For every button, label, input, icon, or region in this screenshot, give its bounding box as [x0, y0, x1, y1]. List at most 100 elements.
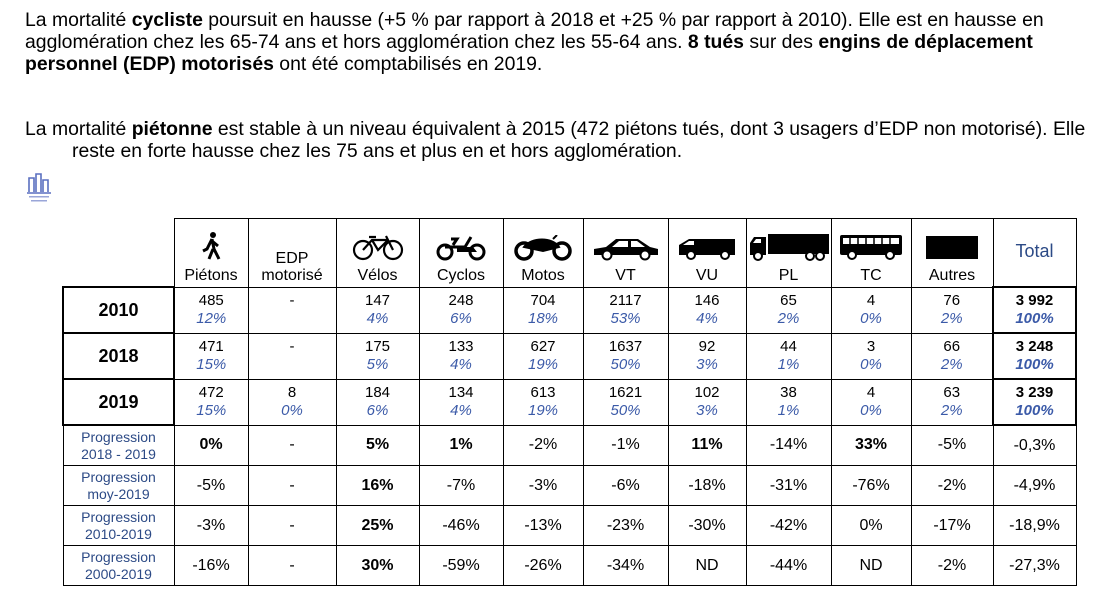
cell: - [247, 465, 337, 506]
count: 471 [198, 338, 224, 355]
text-run: engins de déplacement personnel (EDP) mo… [25, 31, 1033, 75]
cell: 133 4% [418, 332, 504, 380]
text-run: sur des [743, 31, 819, 53]
column-header: PL [745, 218, 832, 288]
row-label-line: 2000-2019 [85, 565, 152, 582]
share: 0% [860, 402, 882, 419]
cell: -14% [745, 424, 832, 466]
row-label: 2019 [62, 378, 175, 426]
share: 4% [366, 310, 389, 327]
column-header: Vélos [335, 218, 420, 288]
cell: 4 0% [830, 378, 912, 426]
vehicle-icon [337, 235, 419, 265]
row-label: Progression 2010-2019 [62, 505, 175, 546]
column-header: TC [830, 218, 912, 288]
count: 613 [530, 384, 556, 401]
count: 2117 [609, 292, 642, 309]
count: 133 [448, 338, 474, 355]
share: 0% [860, 356, 882, 373]
share: 3% [696, 356, 718, 373]
row-label: Progression 2000-2019 [62, 545, 175, 586]
progression-row: Progression 2010-2019 -3% -25% -46% -13% -23% -… [62, 505, 1077, 546]
share: 6% [450, 310, 472, 327]
cell: -3% [173, 505, 249, 546]
column-header: Motos [502, 218, 584, 288]
cell: -18% [667, 465, 747, 506]
cell: -16% [173, 545, 249, 586]
header-row: Piétons EDP motorisé Vélos Cyclos Motos VT VU P… [63, 218, 1077, 288]
share: 5% [366, 356, 389, 373]
text-run: piétonne [131, 118, 213, 140]
cell: 38 1% [745, 378, 832, 426]
column-header: Total [992, 218, 1077, 288]
share: 15% [196, 402, 227, 419]
row-label-line: Progression [81, 428, 156, 445]
cell: 3 992 100% [992, 286, 1077, 334]
cell: 1621 50% [582, 378, 669, 426]
row-label: Progression 2018 - 2019 [62, 424, 175, 466]
cell: 33% [830, 424, 912, 466]
count: 1621 [608, 384, 643, 401]
cell: 134 4% [418, 378, 504, 426]
progression-row: Progression 2000-2019 -16% -30% -59% -26% -34%… [62, 545, 1077, 586]
count: 1637 [608, 338, 643, 355]
row-label-line: 2010-2019 [85, 525, 152, 542]
vehicle-icon [504, 233, 583, 265]
count: 248 [448, 292, 474, 309]
year-row: 2019 472 15% 8 0% 184 6% 134 4% 613 19% 1621 50% 102 3… [62, 378, 1077, 426]
count: 147 [364, 292, 391, 309]
column-label: VT [615, 266, 636, 284]
cell: 102 3% [667, 378, 747, 426]
row-label: 2018 [62, 332, 175, 380]
column-label: PL [778, 266, 799, 284]
share: 100% [1015, 310, 1054, 327]
cell: -26% [502, 545, 584, 586]
cell: -31% [745, 465, 832, 506]
cell: 248 6% [418, 286, 504, 334]
share: 4% [450, 402, 472, 419]
cell: 44 1% [745, 332, 832, 380]
count: 66 [943, 338, 961, 355]
text-run: La mortalité [25, 9, 132, 31]
cell: 2117 53% [582, 286, 669, 334]
share: 3% [696, 402, 718, 419]
column-label: Total [1015, 240, 1054, 261]
count: 3 [866, 338, 876, 355]
text-run: poursuit en hausse (+5 % par rapport à 2… [25, 9, 1044, 53]
count: 184 [364, 384, 391, 401]
cell: - [247, 505, 337, 546]
cell: -76% [830, 465, 912, 506]
cell: -30% [667, 505, 747, 546]
share: 19% [527, 402, 559, 419]
cell: -7% [418, 465, 504, 506]
count: 3 239 [1015, 384, 1054, 401]
cell: 25% [335, 505, 420, 546]
share: 50% [610, 402, 641, 419]
count: 8 [287, 384, 297, 401]
cell: -17% [910, 505, 994, 546]
column-header: EDP motorisé [247, 218, 337, 288]
cell: 485 12% [173, 286, 249, 334]
cell: 613 19% [502, 378, 584, 426]
cell: 0% [830, 505, 912, 546]
share: 100% [1015, 402, 1054, 419]
count: 76 [943, 292, 961, 309]
vehicle-icon [832, 233, 911, 265]
cell: ND [830, 545, 912, 586]
cell: 0% [173, 424, 249, 466]
cell: 5% [335, 424, 420, 466]
blank-cell [63, 219, 174, 288]
vehicle-icon [584, 237, 668, 265]
cell: -18,9% [992, 505, 1077, 546]
vehicle-icon [912, 235, 993, 265]
cell: 16% [335, 465, 420, 506]
share: 1% [777, 402, 800, 419]
cell: - [247, 286, 337, 334]
share: 50% [610, 356, 641, 373]
count: 3 248 [1015, 338, 1054, 355]
cell: -2% [502, 424, 584, 466]
column-label: Motos [521, 266, 565, 284]
count: 63 [943, 384, 961, 401]
cell: 3 248 100% [992, 332, 1077, 380]
cell: -6% [582, 465, 669, 506]
